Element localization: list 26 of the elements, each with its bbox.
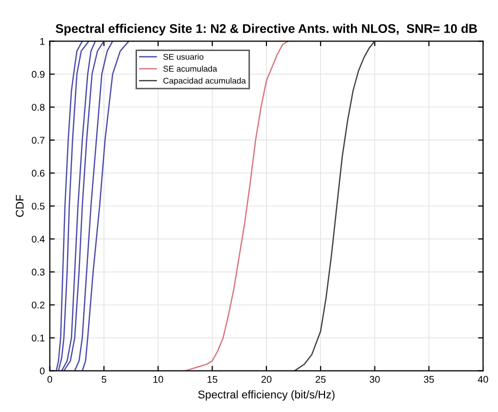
y-axis-title: CDF: [16, 195, 24, 217]
y-tick-label: 0.9: [32, 70, 44, 78]
y-tick-label: 0.3: [32, 268, 45, 276]
x-tick-label: 15: [208, 376, 218, 383]
legend-label: SE acumulada: [163, 66, 218, 72]
y-tick-label: 0.6: [32, 170, 45, 177]
y-tick-label: 0.5: [32, 202, 45, 210]
x-tick-label: 10: [153, 376, 164, 383]
x-axis-title: Spectral efficiency (bit/s/Hz): [198, 390, 334, 401]
chart-title: Spectral efficiency Site 1: N2 & Directive Ants. with NLOS, SNR= 10 dB: [56, 24, 477, 36]
legend-label: Capacidad acumulada: [163, 78, 246, 86]
x-tick-label: 35: [424, 376, 434, 383]
x-tick-label: 0: [47, 376, 52, 383]
y-tick-label: 0.4: [32, 236, 45, 243]
legend-label: SE usuario: [163, 54, 204, 60]
x-tick-label: 30: [370, 376, 380, 383]
y-tick-label: 0.8: [32, 104, 45, 111]
x-tick-label: 25: [316, 376, 326, 383]
y-tick-label: 0: [40, 368, 45, 374]
x-tick-label: 5: [102, 376, 106, 383]
x-tick-label: 40: [478, 376, 488, 383]
y-tick-label: 0.1: [32, 334, 44, 342]
y-tick-label: 1: [40, 38, 44, 45]
y-tick-label: 0.2: [32, 302, 44, 308]
x-tick-label: 20: [262, 376, 272, 383]
y-tick-label: 0.7: [32, 136, 44, 144]
